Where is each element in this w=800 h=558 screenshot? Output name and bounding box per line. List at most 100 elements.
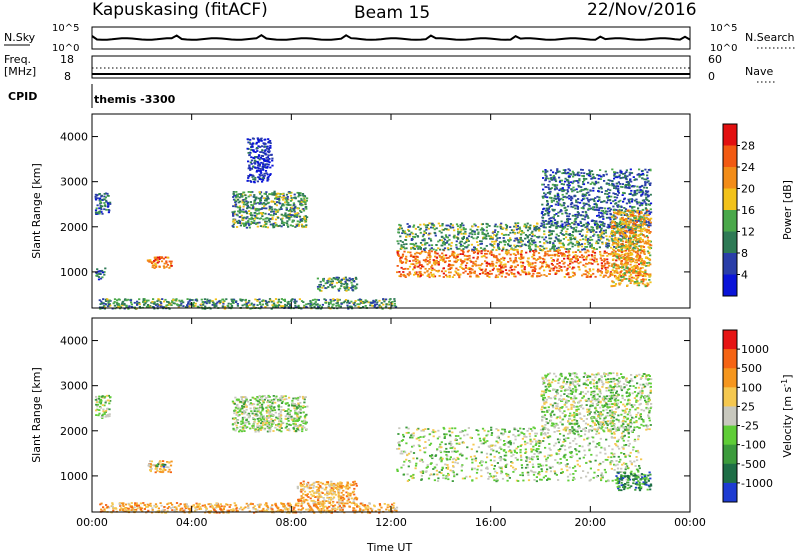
data-cell — [333, 304, 335, 306]
data-cell — [572, 251, 574, 253]
data-cell — [259, 178, 261, 180]
data-cell — [278, 198, 280, 200]
data-cell — [638, 263, 640, 265]
data-cell — [573, 238, 575, 240]
data-cell — [606, 252, 608, 254]
data-cell — [282, 193, 284, 195]
data-cell — [528, 247, 530, 249]
data-cell — [477, 233, 479, 235]
data-cell — [256, 147, 258, 149]
data-cell — [314, 299, 316, 301]
data-cell — [444, 239, 446, 241]
data-cell — [518, 257, 520, 259]
data-cell — [103, 274, 105, 276]
data-cell — [496, 269, 498, 271]
data-cell — [415, 258, 417, 260]
data-cell — [177, 304, 179, 306]
data-cell — [299, 216, 301, 218]
data-cell — [600, 238, 602, 240]
data-cell — [558, 177, 560, 179]
data-cell — [582, 238, 584, 240]
data-cell — [564, 262, 566, 264]
data-cell — [541, 265, 543, 267]
data-cell — [336, 298, 338, 300]
data-cell — [206, 302, 208, 304]
data-cell — [582, 215, 584, 217]
data-cell — [567, 239, 569, 241]
data-cell — [572, 246, 574, 248]
data-cell — [560, 232, 562, 234]
data-cell — [286, 220, 288, 222]
data-cell — [632, 271, 634, 273]
data-cell — [588, 208, 590, 210]
data-cell — [439, 239, 441, 241]
data-cell — [154, 267, 156, 269]
nave-tick-bottom: 0 — [708, 70, 715, 83]
data-cell — [602, 237, 604, 239]
data-cell — [445, 254, 447, 256]
data-cell — [271, 304, 273, 306]
data-cell — [598, 239, 600, 241]
data-cell — [436, 227, 438, 229]
data-cell — [584, 243, 586, 245]
data-cell — [239, 222, 241, 224]
data-cell — [589, 246, 591, 248]
data-cell — [524, 224, 526, 226]
data-cell — [601, 215, 603, 217]
data-cell — [612, 244, 614, 246]
data-cell — [279, 203, 281, 205]
data-cell — [431, 265, 433, 267]
data-cell — [347, 300, 349, 302]
data-cell — [353, 281, 355, 283]
data-cell — [373, 300, 375, 302]
data-cell — [99, 213, 101, 215]
colorbar-swatch — [723, 232, 737, 254]
data-cell — [584, 246, 586, 248]
data-cell — [606, 255, 608, 257]
data-cell — [603, 261, 605, 263]
data-cell — [281, 197, 283, 199]
data-cell — [524, 266, 526, 268]
data-cell — [612, 240, 614, 242]
data-cell — [587, 250, 589, 252]
data-cell — [556, 184, 558, 186]
data-cell — [409, 235, 411, 237]
data-cell — [188, 305, 190, 307]
data-cell — [517, 251, 519, 253]
data-cell — [449, 225, 451, 227]
data-cell — [626, 181, 628, 183]
data-cell — [595, 204, 597, 206]
data-cell — [466, 240, 468, 242]
data-cell — [293, 209, 295, 211]
data-cell — [270, 300, 272, 302]
data-cell — [626, 285, 628, 287]
data-cell — [616, 268, 618, 270]
data-cell — [270, 154, 272, 156]
data-cell — [143, 304, 145, 306]
data-cell — [630, 279, 632, 281]
data-cell — [159, 258, 161, 260]
data-cell — [456, 247, 458, 249]
data-cell — [543, 242, 545, 244]
data-cell — [603, 258, 605, 260]
data-cell — [543, 225, 545, 227]
data-cell — [303, 196, 305, 198]
data-cell — [573, 229, 575, 231]
data-cell — [250, 204, 252, 206]
data-cell — [405, 236, 407, 238]
data-cell — [610, 202, 612, 204]
data-cell — [419, 262, 421, 264]
data-cell — [271, 217, 273, 219]
data-cell — [589, 242, 591, 244]
data-cell — [166, 266, 168, 268]
data-cell — [636, 282, 638, 284]
data-cell — [572, 176, 574, 178]
data-cell — [609, 213, 611, 215]
data-cell — [336, 282, 338, 284]
data-cell — [603, 230, 605, 232]
data-cell — [448, 257, 450, 259]
data-cell — [290, 200, 292, 202]
data-cell — [248, 154, 250, 156]
data-cell — [527, 261, 529, 263]
nsearch-tick-top: 10^5 — [710, 23, 737, 34]
